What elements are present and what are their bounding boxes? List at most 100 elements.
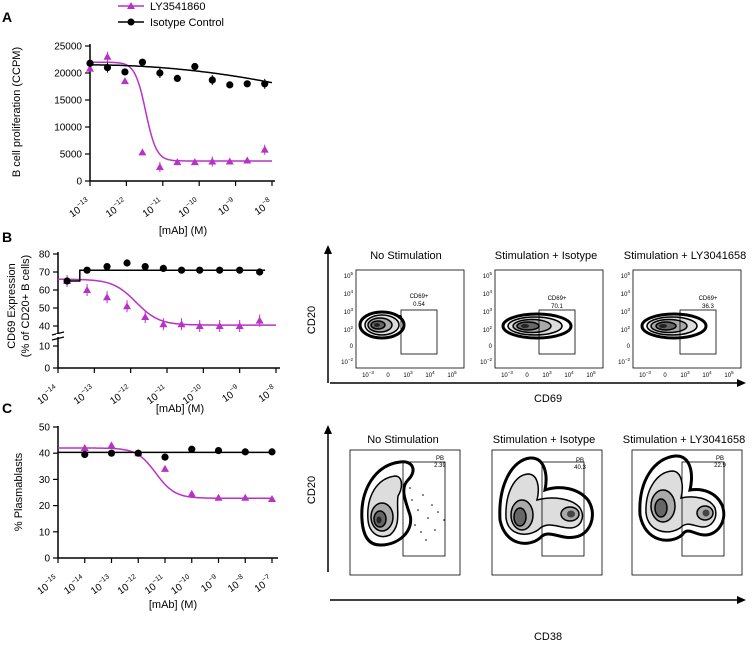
panel-b-y-tick-label: 70 — [39, 268, 51, 279]
panel-a-drug-point — [208, 157, 217, 165]
panel-a-control-point — [226, 81, 234, 89]
flow-b-gate-label-1: CD69+ — [410, 294, 429, 300]
panel-a-control-curve — [90, 64, 273, 84]
panel-a-drug-point — [86, 64, 94, 72]
panel-c-drug-point — [187, 489, 196, 497]
panel-b-axis-break — [51, 331, 65, 341]
panel-b-drug-point — [141, 313, 150, 320]
panel-letter-b: B — [2, 229, 12, 245]
flow-c-gate-value-2: 40.3 — [574, 465, 586, 471]
flow-c-contour-1 — [360, 460, 445, 547]
flow-c-gate-label-1: PB — [436, 456, 444, 462]
panel-a-control-point — [243, 80, 251, 88]
panel-b-x-label: [mAb] (M) — [156, 403, 204, 415]
flow-b-x-tick-label: 104 — [702, 370, 712, 379]
flow-b-x-tick-label: 0 — [386, 373, 390, 379]
panel-a-x-tick-label: 10−11 — [140, 196, 166, 220]
panel-b-control-point — [83, 266, 91, 274]
panel-b-x-tick-label: 10−9 — [219, 383, 242, 405]
panel-b-y-tick-label: 40 — [39, 322, 51, 333]
flow-b-x-tick-label: 10−3 — [362, 370, 374, 379]
panel-a-drug-point — [243, 156, 252, 164]
panel-a-drug-point — [103, 52, 112, 60]
flow-c-plot-2 — [491, 449, 603, 576]
flow-b-title-2: Stimulation + Isotype — [495, 250, 597, 262]
flow-b-y-tick-label: 10−2 — [480, 357, 492, 366]
panel-c-control-point — [107, 449, 116, 457]
legend-control-label: Isotype Control — [150, 17, 224, 29]
panel-b-drug-point — [123, 302, 132, 310]
flow-b-y-tick-label: 103 — [483, 307, 493, 316]
panel-b-x-tick-label: 10−8 — [256, 383, 279, 405]
flow-b-x-arrowhead — [737, 379, 746, 387]
flow-b-y-tick-label: 103 — [344, 307, 354, 316]
panel-c-drug-point — [80, 443, 89, 451]
flow-c-gate-1 — [402, 461, 446, 557]
panel-c-x-tick-label: 10−7 — [252, 573, 275, 595]
flow-b-y-tick-label: 105 — [621, 271, 631, 280]
panel-a-control-point — [191, 62, 199, 71]
panel-c-y-tick-label: 40 — [39, 449, 51, 460]
panel-c-control-point — [241, 448, 249, 456]
panel-b-y-tick-label: 60 — [39, 286, 51, 297]
panel-b-y-label-line1: CD69 Expression — [6, 263, 18, 349]
flow-b-gate-label-2: CD69+ — [548, 296, 567, 302]
flow-b-x-tick-label: 105 — [586, 370, 596, 379]
panel-c-x-tick-label: 10−11 — [142, 573, 168, 597]
flow-b-y-tick-label: 10−2 — [618, 357, 630, 366]
panel-b-control-point — [63, 277, 71, 285]
panel-a-y-label: B cell proliferation (CCPM) — [11, 47, 23, 177]
panel-a-control-point — [156, 69, 164, 77]
flow-b: CD20 CD69 No Stimulation Stimulation + I… — [306, 245, 746, 405]
panel-b-drug-point — [103, 293, 112, 301]
panel-c-y-tick-label: 0 — [44, 554, 50, 565]
flow-b-gate-value-2: 70.1 — [551, 304, 563, 310]
flow-b-plot-1 — [355, 269, 465, 369]
panel-b-control-curve — [67, 269, 266, 282]
panel-a-control-point — [261, 80, 269, 88]
panel-a-x-tick-label: 10−9 — [215, 196, 238, 218]
panel-b-drug-point — [255, 316, 264, 324]
panel-c-x-tick-label: 10−12 — [115, 573, 141, 597]
flow-b-x-tick-label: 10−3 — [639, 370, 651, 379]
flow-b-gate-1 — [400, 309, 438, 355]
panel-a-drug-point — [190, 158, 199, 166]
flow-b-y-tick-label: 10−2 — [341, 357, 353, 366]
panel-a-y-tick-label: 5000 — [60, 150, 83, 161]
panel-c-y-tick-label: 30 — [39, 475, 51, 486]
panel-c-drug-point — [161, 464, 169, 472]
flow-c-contour-2 — [498, 456, 594, 545]
panel-a-control-point — [121, 68, 129, 76]
panel-a-drug-point — [138, 148, 147, 156]
flow-b-y-tick-label: 0 — [350, 344, 354, 350]
flow-b-y-tick-label: 102 — [621, 325, 631, 334]
flow-c-gate-value-3: 22.9 — [714, 463, 726, 469]
flow-b-y-tick-label: 105 — [344, 271, 354, 280]
flow-b-x-tick-label: 105 — [724, 370, 734, 379]
panel-b-control-point — [159, 264, 167, 272]
panel-c-control-point — [268, 448, 276, 456]
panel-a-control-point — [103, 64, 112, 72]
legend-drug-marker — [127, 2, 135, 9]
flow-b-contour-1 — [358, 310, 406, 340]
flow-b-gate-2 — [538, 309, 576, 355]
panel-b-drug-point — [235, 322, 244, 329]
flow-c-x-label: CD38 — [534, 631, 562, 643]
panel-b-drug-point — [195, 322, 204, 329]
flow-b-gate-3 — [679, 309, 717, 355]
panel-a-control-point — [208, 76, 216, 84]
panel-letter-a: A — [2, 9, 12, 25]
panel-c-x-tick-label: 10−10 — [168, 573, 194, 597]
flow-b-y-tick-label: 105 — [483, 271, 493, 280]
flow-c: CD20 CD38 No Stimulation Stimulation + I… — [306, 425, 746, 643]
flow-c-title-3: Stimulation + LY3041658 — [623, 434, 745, 446]
panel-a-control-point — [173, 74, 181, 82]
flow-b-gate-label-3: CD69+ — [699, 296, 718, 302]
panel-b-y-tick-label: 10 — [39, 342, 51, 353]
panel-a-y-tick-label: 15000 — [54, 96, 82, 107]
flow-b-x-tick-label: 104 — [425, 370, 435, 379]
flow-b-contour-3 — [640, 312, 708, 340]
flow-b-plot-2 — [494, 269, 604, 369]
